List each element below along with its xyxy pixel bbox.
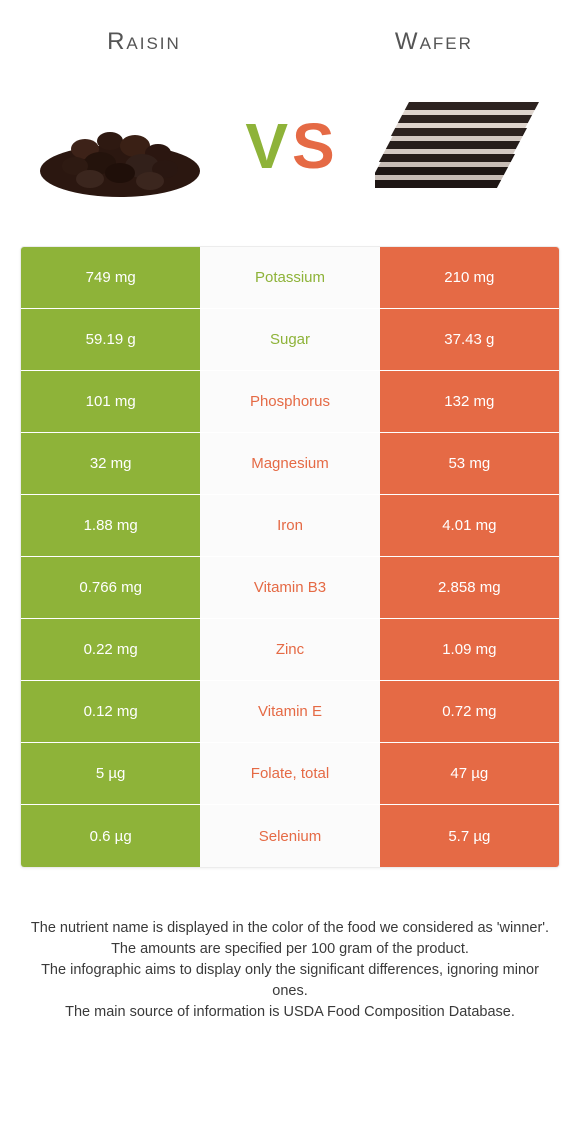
footer-line: The infographic aims to display only the…	[30, 960, 550, 1002]
table-row: 101 mgPhosphorus132 mg	[21, 371, 559, 433]
footer-text: The nutrient name is displayed in the co…	[0, 868, 580, 1023]
nutrient-label: Iron	[200, 495, 379, 556]
vs-label: V S	[245, 114, 334, 178]
nutrient-label: Vitamin E	[200, 681, 379, 742]
footer-line: The main source of information is USDA F…	[30, 1002, 550, 1023]
right-value: 0.72 mg	[380, 681, 559, 742]
table-row: 0.6 µgSelenium5.7 µg	[21, 805, 559, 867]
nutrient-label: Phosphorus	[200, 371, 379, 432]
left-value: 749 mg	[21, 247, 200, 308]
wafer-image	[370, 81, 550, 211]
right-food-title: Wafer	[395, 28, 473, 56]
right-value: 4.01 mg	[380, 495, 559, 556]
nutrient-label: Magnesium	[200, 433, 379, 494]
left-value: 101 mg	[21, 371, 200, 432]
right-value: 1.09 mg	[380, 619, 559, 680]
nutrient-label: Sugar	[200, 309, 379, 370]
footer-line: The nutrient name is displayed in the co…	[30, 918, 550, 939]
nutrient-label: Zinc	[200, 619, 379, 680]
left-value: 59.19 g	[21, 309, 200, 370]
table-row: 0.766 mgVitamin B32.858 mg	[21, 557, 559, 619]
right-value: 5.7 µg	[380, 805, 559, 867]
images-row: V S	[0, 56, 580, 246]
right-value: 210 mg	[380, 247, 559, 308]
left-value: 0.766 mg	[21, 557, 200, 618]
right-value: 132 mg	[380, 371, 559, 432]
right-value: 53 mg	[380, 433, 559, 494]
nutrient-label: Potassium	[200, 247, 379, 308]
table-row: 749 mgPotassium210 mg	[21, 247, 559, 309]
vs-v: V	[245, 114, 288, 178]
table-row: 32 mgMagnesium53 mg	[21, 433, 559, 495]
table-row: 5 µgFolate, total47 µg	[21, 743, 559, 805]
right-value: 37.43 g	[380, 309, 559, 370]
vs-s: S	[292, 114, 335, 178]
nutrient-label: Selenium	[200, 805, 379, 867]
table-row: 59.19 gSugar37.43 g	[21, 309, 559, 371]
table-row: 0.12 mgVitamin E0.72 mg	[21, 681, 559, 743]
left-value: 0.12 mg	[21, 681, 200, 742]
nutrient-table: 749 mgPotassium210 mg59.19 gSugar37.43 g…	[20, 246, 560, 868]
nutrient-label: Vitamin B3	[200, 557, 379, 618]
table-row: 1.88 mgIron4.01 mg	[21, 495, 559, 557]
header: Raisin Wafer	[0, 0, 580, 56]
right-value: 47 µg	[380, 743, 559, 804]
nutrient-label: Folate, total	[200, 743, 379, 804]
left-value: 0.22 mg	[21, 619, 200, 680]
left-value: 32 mg	[21, 433, 200, 494]
left-food-title: Raisin	[107, 28, 181, 56]
right-value: 2.858 mg	[380, 557, 559, 618]
left-value: 0.6 µg	[21, 805, 200, 867]
left-value: 5 µg	[21, 743, 200, 804]
footer-line: The amounts are specified per 100 gram o…	[30, 939, 550, 960]
table-row: 0.22 mgZinc1.09 mg	[21, 619, 559, 681]
raisin-image	[30, 81, 210, 211]
left-value: 1.88 mg	[21, 495, 200, 556]
